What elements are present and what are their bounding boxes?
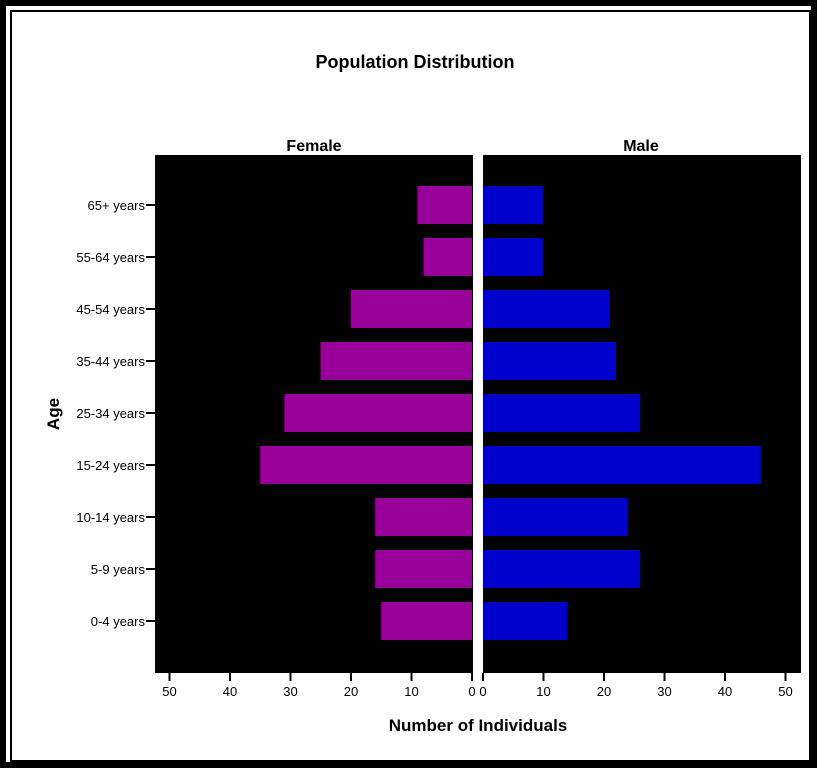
x-tick-label-female-3: 30 bbox=[283, 684, 297, 699]
bar-male-3 bbox=[483, 342, 617, 380]
bar-male-7 bbox=[483, 550, 641, 588]
bar-male-2 bbox=[483, 290, 611, 328]
bar-male-6 bbox=[483, 498, 629, 536]
x-tick-label-male-2: 20 bbox=[597, 684, 611, 699]
y-tick-label-7: 5-9 years bbox=[91, 562, 146, 577]
x-tick-label-male-1: 10 bbox=[536, 684, 550, 699]
y-tick-label-6: 10-14 years bbox=[76, 510, 145, 525]
y-tick-label-8: 0-4 years bbox=[91, 614, 146, 629]
bar-female-2 bbox=[351, 290, 472, 328]
x-tick-label-female-4: 40 bbox=[223, 684, 237, 699]
x-tick-label-male-0: 0 bbox=[479, 684, 486, 699]
x-tick-label-male-4: 40 bbox=[718, 684, 732, 699]
chart-title: Population Distribution bbox=[316, 52, 515, 72]
bar-male-0 bbox=[483, 186, 544, 224]
bar-male-4 bbox=[483, 394, 641, 432]
bar-male-8 bbox=[483, 602, 568, 640]
x-tick-label-female-5: 50 bbox=[162, 684, 176, 699]
y-axis-title: Age bbox=[44, 398, 63, 430]
x-axis-title: Number of Individuals bbox=[389, 716, 568, 735]
y-tick-label-0: 65+ years bbox=[88, 198, 146, 213]
y-tick-label-4: 25-34 years bbox=[76, 406, 145, 421]
x-tick-label-female-2: 20 bbox=[344, 684, 358, 699]
y-tick-label-2: 45-54 years bbox=[76, 302, 145, 317]
bar-male-5 bbox=[483, 446, 762, 484]
x-tick-label-male-5: 50 bbox=[778, 684, 792, 699]
bar-female-3 bbox=[320, 342, 472, 380]
bar-female-8 bbox=[381, 602, 472, 640]
bar-female-6 bbox=[375, 498, 472, 536]
bar-male-1 bbox=[483, 238, 544, 276]
x-tick-label-male-3: 30 bbox=[657, 684, 671, 699]
bar-female-0 bbox=[417, 186, 472, 224]
y-tick-label-3: 35-44 years bbox=[76, 354, 145, 369]
y-tick-label-1: 55-64 years bbox=[76, 250, 145, 265]
bar-female-4 bbox=[284, 394, 472, 432]
bar-female-5 bbox=[260, 446, 472, 484]
panel-label-male: Male bbox=[623, 138, 659, 155]
x-tick-label-female-1: 10 bbox=[404, 684, 418, 699]
y-tick-label-5: 15-24 years bbox=[76, 458, 145, 473]
bar-female-1 bbox=[423, 238, 472, 276]
bar-female-7 bbox=[375, 550, 472, 588]
x-tick-label-female-0: 0 bbox=[468, 684, 475, 699]
panel-label-female: Female bbox=[286, 138, 341, 155]
